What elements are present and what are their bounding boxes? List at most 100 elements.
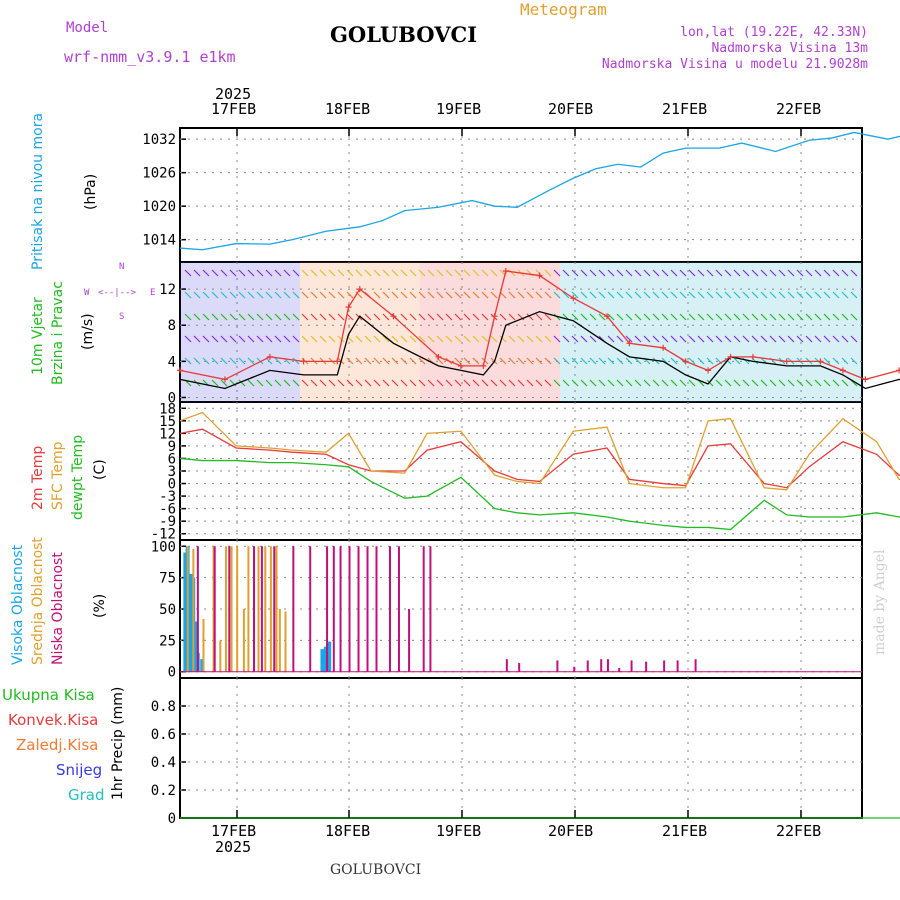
wind-barb-141 xyxy=(391,335,399,343)
wind-barb-122 xyxy=(364,313,372,321)
wind-barb-263 xyxy=(571,379,579,387)
wind-zone-0 xyxy=(180,262,300,402)
wind-barb-138 xyxy=(391,269,399,277)
wind-barb-24 xyxy=(220,269,228,277)
wind-barb-167 xyxy=(427,379,435,387)
wind-barb-54 xyxy=(265,269,273,277)
wind-barb-21 xyxy=(211,335,219,343)
date-label-top-3: 20FEB xyxy=(548,100,594,118)
wind-barb-297 xyxy=(625,335,633,343)
wind-barb-98 xyxy=(328,313,336,321)
wind-barb-379 xyxy=(751,291,759,299)
wind-barb-33 xyxy=(229,335,237,343)
date-label-top-4: 21FEB xyxy=(662,100,708,118)
wind-barb-326 xyxy=(670,313,678,321)
wind-barb-324 xyxy=(670,269,678,277)
wind-barb-313 xyxy=(652,291,660,299)
wind-barb-361 xyxy=(724,291,732,299)
y-tick-label-2-7: -3 xyxy=(159,489,176,505)
wind-barb-133 xyxy=(382,291,390,299)
wind-barb-231 xyxy=(526,335,534,343)
wind-barb-410 xyxy=(796,313,804,321)
wind-barb-411 xyxy=(796,335,804,343)
wind-barb-102 xyxy=(337,269,345,277)
wind-barb-225 xyxy=(517,335,525,343)
cloud-bar-1-7 xyxy=(236,546,239,672)
wind-barb-86 xyxy=(310,313,318,321)
wind-barb-132 xyxy=(382,269,390,277)
wind-barb-264 xyxy=(580,269,588,277)
wind-barb-77 xyxy=(292,379,300,387)
cloud-bar-1-11 xyxy=(257,546,260,672)
wind-barb-142 xyxy=(391,357,399,365)
cloud-bar-0-0 xyxy=(183,552,188,672)
wind-barb-85 xyxy=(310,291,318,299)
gust-marker-9 xyxy=(457,362,464,369)
wind-barb-290 xyxy=(616,313,624,321)
wind-barb-365 xyxy=(724,379,732,387)
wind-barb-129 xyxy=(373,335,381,343)
wind-barb-76 xyxy=(292,357,300,365)
wind-barb-198 xyxy=(481,269,489,277)
wind-barb-288 xyxy=(616,269,624,277)
wind-barb-335 xyxy=(679,379,687,387)
coords-label: lon,lat (19.22E, 42.33N) xyxy=(680,25,868,40)
cloud-bar-1-0 xyxy=(186,546,189,672)
wind-barb-153 xyxy=(409,335,417,343)
wind-barb-421 xyxy=(814,291,822,299)
legend-zaledj-kisa: Zaledj.Kisa xyxy=(16,736,99,754)
panel-frame-4 xyxy=(179,677,863,819)
wind-barb-429 xyxy=(823,335,831,343)
wind-barb-97 xyxy=(328,291,336,299)
cloud-bar-2-13 xyxy=(366,546,369,672)
wind-barb-136 xyxy=(382,357,390,365)
wind-barb-91 xyxy=(319,291,327,299)
wind-barb-223 xyxy=(517,291,525,299)
wind-barb-46 xyxy=(247,357,255,365)
date-label-bottom-5: 22FEB xyxy=(776,822,822,840)
wind-barb-428 xyxy=(823,313,831,321)
y-tick-label-2-5: 3 xyxy=(168,464,176,480)
wind-barb-397 xyxy=(778,291,786,299)
wind-barb-430 xyxy=(823,357,831,365)
wind-barb-55 xyxy=(265,291,273,299)
date-label-top-1: 18FEB xyxy=(325,100,371,118)
wind-barb-83 xyxy=(301,379,309,387)
wind-barb-269 xyxy=(580,379,588,387)
wind-barb-151 xyxy=(409,291,417,299)
wind-barb-128 xyxy=(373,313,381,321)
wind-barb-387 xyxy=(760,335,768,343)
y-tick-label-0-2: 1026 xyxy=(142,166,176,182)
wind-barb-229 xyxy=(526,291,534,299)
cloud-bar-1-13 xyxy=(269,546,272,672)
wind-barb-197 xyxy=(472,379,480,387)
wind-barb-333 xyxy=(679,335,687,343)
wind-barb-32 xyxy=(229,313,237,321)
wind-barb-183 xyxy=(454,335,462,343)
wind-barb-13 xyxy=(202,291,210,299)
wind-barb-353 xyxy=(706,379,714,387)
wind-barb-360 xyxy=(724,269,732,277)
wind-barb-351 xyxy=(706,335,714,343)
y-tick-label-0-0: 1014 xyxy=(142,233,176,249)
wind-barb-249 xyxy=(553,335,561,343)
wind-barb-302 xyxy=(634,313,642,321)
wind-barb-338 xyxy=(688,313,696,321)
wind-barb-212 xyxy=(499,313,507,321)
y-tick-label-2-0: 18 xyxy=(159,401,176,417)
year-label-top: 2025 xyxy=(215,85,252,103)
wind-barb-173 xyxy=(436,379,444,387)
wind-barb-149 xyxy=(400,379,408,387)
wind-barb-372 xyxy=(742,269,750,277)
wind-barb-27 xyxy=(220,335,228,343)
wind-barb-207 xyxy=(490,335,498,343)
cloud-bar-0-2 xyxy=(188,573,193,672)
wind-barb-72 xyxy=(292,269,300,277)
gust-marker-11 xyxy=(491,313,498,320)
wind-barb-383 xyxy=(751,379,759,387)
wind-barb-78 xyxy=(301,269,309,277)
wind-barb-432 xyxy=(832,269,840,277)
wind-barb-434 xyxy=(832,313,840,321)
wind-barb-243 xyxy=(544,335,552,343)
cloud-bar-2-14 xyxy=(375,546,378,672)
